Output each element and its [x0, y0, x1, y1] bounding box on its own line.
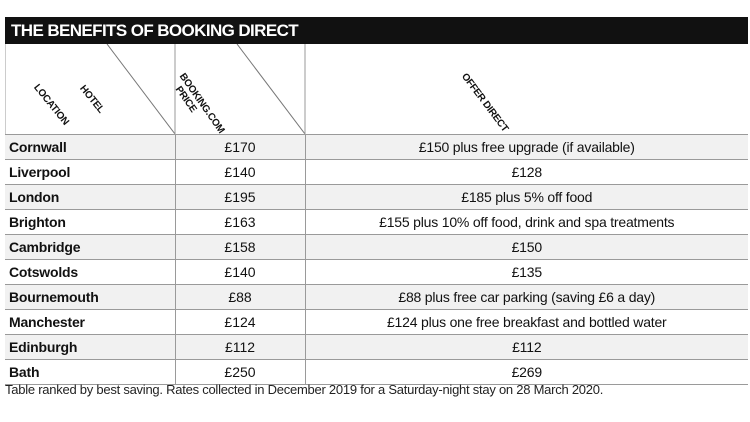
booking-price-cell: £88 — [174, 284, 305, 310]
direct-offer-cell: £185 plus 5% off food — [304, 184, 748, 210]
location-cell: Cornwall — [5, 134, 175, 160]
header-diagonal-booking — [236, 44, 306, 134]
booking-price-cell: £140 — [174, 159, 305, 185]
location-cell: Liverpool — [5, 159, 175, 185]
table-header: HOTEL LOCATION BOOKING.COM PRICE OFFER D… — [5, 44, 748, 136]
location-cell: Brighton — [5, 209, 175, 235]
rates-table: Cornwall £170 £150 plus free upgrade (if… — [5, 134, 748, 385]
booking-price-cell: £124 — [174, 309, 305, 335]
location-cell: Bath — [5, 359, 175, 385]
table-row: Bournemouth £88 £88 plus free car parkin… — [5, 284, 748, 310]
table-row: Manchester £124 £124 plus one free break… — [5, 309, 748, 335]
table-row: Bath £250 £269 — [5, 359, 748, 385]
direct-offer-cell: £112 — [304, 334, 748, 360]
direct-offer-cell: £128 — [304, 159, 748, 185]
booking-price-cell: £140 — [174, 259, 305, 285]
table-row: Cotswolds £140 £135 — [5, 259, 748, 285]
table-row: London £195 £185 plus 5% off food — [5, 184, 748, 210]
direct-offer-cell: £150 plus free upgrade (if available) — [304, 134, 748, 160]
location-cell: London — [5, 184, 175, 210]
location-cell: Edinburgh — [5, 334, 175, 360]
booking-price-cell: £195 — [174, 184, 305, 210]
direct-offer-cell: £124 plus one free breakfast and bottled… — [304, 309, 748, 335]
table-title: THE BENEFITS OF BOOKING DIRECT — [5, 17, 748, 44]
location-cell: Bournemouth — [5, 284, 175, 310]
booking-price-cell: £170 — [174, 134, 305, 160]
location-cell: Cambridge — [5, 234, 175, 260]
table-row: Brighton £163 £155 plus 10% off food, dr… — [5, 209, 748, 235]
booking-price-cell: £112 — [174, 334, 305, 360]
location-cell: Cotswolds — [5, 259, 175, 285]
direct-offer-cell: £88 plus free car parking (saving £6 a d… — [304, 284, 748, 310]
booking-price-cell: £163 — [174, 209, 305, 235]
booking-comparison-table: THE BENEFITS OF BOOKING DIRECT HOTEL LOC… — [5, 17, 748, 385]
table-row: Edinburgh £112 £112 — [5, 334, 748, 360]
direct-offer-cell: £135 — [304, 259, 748, 285]
table-row: Liverpool £140 £128 — [5, 159, 748, 185]
direct-offer-cell: £150 — [304, 234, 748, 260]
direct-offer-cell: £269 — [304, 359, 748, 385]
table-row: Cambridge £158 £150 — [5, 234, 748, 260]
booking-price-cell: £250 — [174, 359, 305, 385]
header-divider-lines — [5, 44, 306, 134]
direct-offer-cell: £155 plus 10% off food, drink and spa tr… — [304, 209, 748, 235]
booking-price-cell: £158 — [174, 234, 305, 260]
header-diagonal-hotel — [106, 44, 176, 134]
table-footnote: Table ranked by best saving. Rates colle… — [5, 382, 604, 397]
location-cell: Manchester — [5, 309, 175, 335]
table-row: Cornwall £170 £150 plus free upgrade (if… — [5, 134, 748, 160]
